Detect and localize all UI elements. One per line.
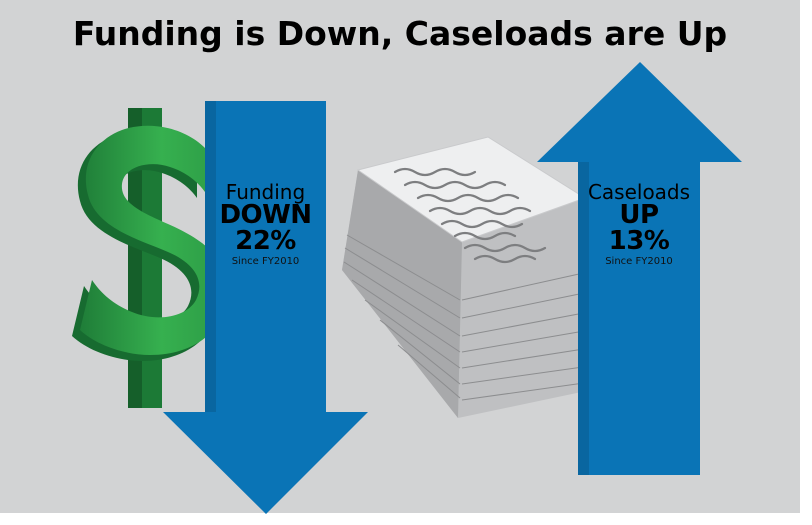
caseloads-label: Caseloads UP 13% Since FY2010 [578,182,700,267]
funding-direction: DOWN [219,200,312,230]
caseloads-percent: 13% [608,226,670,256]
funding-percent: 22% [235,226,296,256]
funding-caption: Funding [225,180,306,204]
funding-since: Since FY2010 [231,256,300,267]
page-title: Funding is Down, Caseloads are Up [72,14,728,53]
caseloads-direction: UP [619,200,659,230]
caseloads-since: Since FY2010 [605,256,673,267]
caseloads-caption: Caseloads [587,180,691,204]
funding-label: Funding DOWN 22% Since FY2010 [205,182,326,267]
